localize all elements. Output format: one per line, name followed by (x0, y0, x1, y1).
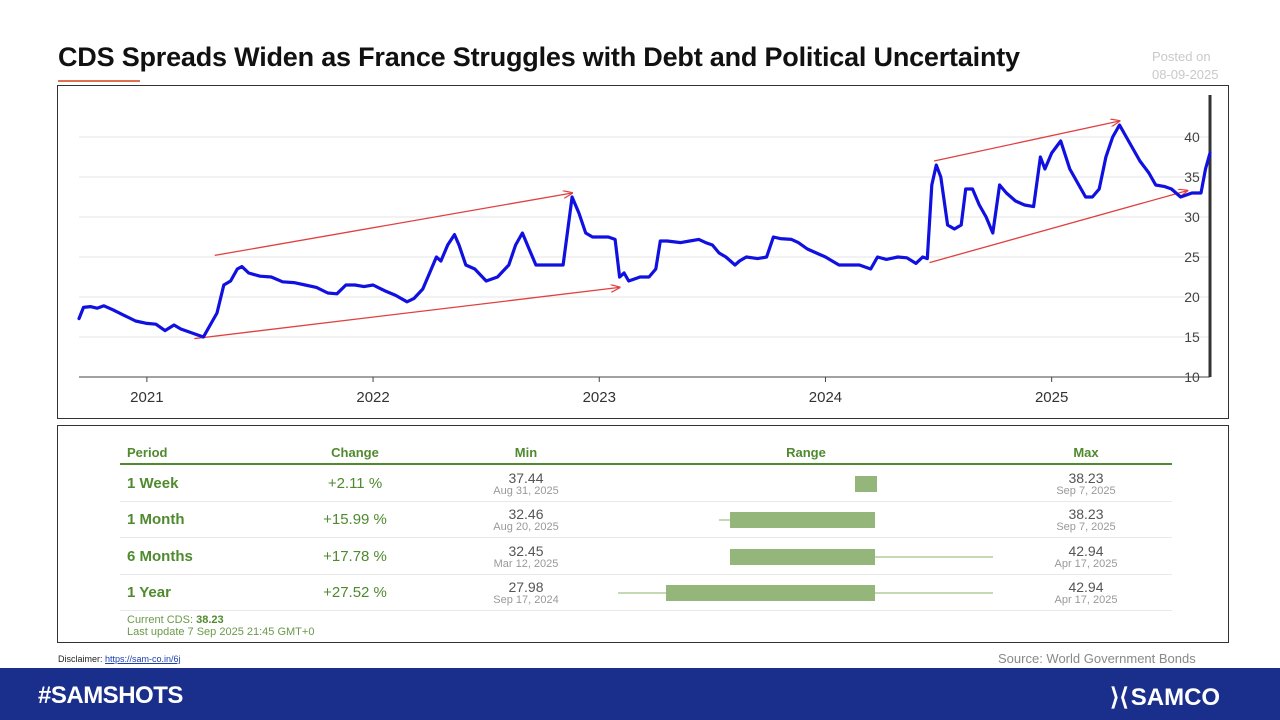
range-bar (855, 476, 878, 492)
col-header-max: Max (1073, 445, 1099, 460)
row-max-value: 42.94 (1068, 579, 1104, 595)
row-period: 1 Month (127, 511, 185, 528)
source-note: Source: World Government Bonds (998, 651, 1196, 666)
table-header-rule (120, 463, 1172, 465)
row-period: 1 Week (127, 475, 179, 492)
row-change: +15.99 % (323, 511, 387, 528)
performance-table (57, 425, 1229, 643)
col-header-change: Change (331, 445, 379, 460)
row-min-value: 37.44 (508, 470, 544, 486)
row-separator (120, 537, 1172, 538)
brand-logo: ⟩⟨SAMCO (1110, 683, 1220, 712)
row-min-date: Aug 31, 2025 (493, 485, 559, 497)
row-min-date: Sep 17, 2024 (493, 594, 559, 606)
row-min-date: Aug 20, 2025 (493, 521, 559, 533)
posted-date-block: Posted on 08-09-2025 (1152, 48, 1219, 84)
row-min-value: 27.98 (508, 579, 544, 595)
trend-arrow (214, 193, 572, 257)
row-min-date: Mar 12, 2025 (493, 558, 559, 570)
col-header-min: Min (514, 445, 538, 460)
disclaimer-label: Disclaimer: (58, 654, 103, 664)
row-change: +2.11 % (327, 475, 383, 492)
page-title: CDS Spreads Widen as France Struggles wi… (58, 42, 1020, 72)
row-period: 6 Months (127, 548, 193, 565)
row-max-date: Sep 7, 2025 (1056, 485, 1116, 497)
range-bar (730, 549, 875, 565)
trend-arrow (933, 121, 1119, 162)
chart-frame (57, 85, 1229, 419)
disclaimer-link[interactable]: https://sam-co.in/6j (105, 654, 181, 664)
table-row (120, 539, 1172, 573)
row-separator (120, 501, 1172, 502)
col-header-range: Range (786, 445, 826, 460)
title-underline (58, 80, 140, 82)
row-max-value: 38.23 (1068, 470, 1104, 486)
y-tick-label: 15 (1184, 329, 1200, 345)
row-max-date: Sep 7, 2025 (1056, 521, 1116, 533)
range-bar (666, 585, 875, 601)
row-min-value: 32.45 (508, 543, 544, 559)
current-cds: Current CDS: 38.23 (127, 614, 224, 626)
trend-arrow (194, 287, 619, 340)
row-change: +17.78 % (323, 548, 387, 565)
current-cds-label: Current CDS: (127, 614, 194, 626)
x-tick-label: 2021 (130, 389, 163, 406)
row-max-value: 38.23 (1068, 506, 1104, 522)
brand-name: SAMCO (1130, 684, 1221, 711)
brand-footer-bar (0, 668, 1280, 720)
x-tick-label: 2025 (1035, 389, 1068, 406)
trend-arrow (929, 191, 1188, 264)
row-min-value: 32.46 (508, 506, 544, 522)
row-change: +27.52 % (323, 584, 387, 601)
disclaimer: Disclaimer: https://sam-co.in/6j (58, 654, 181, 664)
row-max-date: Apr 17, 2025 (1054, 558, 1118, 570)
range-bar (730, 512, 875, 528)
y-tick-label: 40 (1184, 129, 1200, 145)
row-max-value: 42.94 (1068, 543, 1104, 559)
row-separator (120, 574, 1172, 575)
last-update: Last update 7 Sep 2025 21:45 GMT+0 (127, 626, 315, 638)
table-row (120, 466, 1172, 500)
chart-series (77, 123, 1212, 339)
y-tick-label: 30 (1184, 209, 1200, 225)
row-separator (120, 610, 1172, 611)
current-cds-value: 38.23 (196, 614, 224, 626)
hashtag: #SAMSHOTS (38, 682, 183, 709)
y-tick-label: 25 (1184, 249, 1200, 265)
chart-gridlines (79, 136, 1210, 338)
y-tick-label: 20 (1184, 289, 1200, 305)
cds-series-line (77, 123, 1212, 339)
y-tick-label: 35 (1184, 169, 1200, 185)
posted-date: 08-09-2025 (1152, 67, 1219, 82)
posted-label: Posted on (1152, 49, 1211, 64)
row-period: 1 Year (127, 584, 171, 601)
x-tick-label: 2022 (356, 389, 389, 406)
x-tick-label: 2023 (583, 389, 616, 406)
samco-logo-icon: ⟩⟨ (1110, 684, 1129, 711)
x-tick-label: 2024 (809, 389, 842, 406)
table-row (120, 502, 1172, 536)
col-header-period: Period (127, 445, 168, 460)
row-max-date: Apr 17, 2025 (1054, 594, 1118, 606)
trend-arrows (194, 121, 1188, 340)
